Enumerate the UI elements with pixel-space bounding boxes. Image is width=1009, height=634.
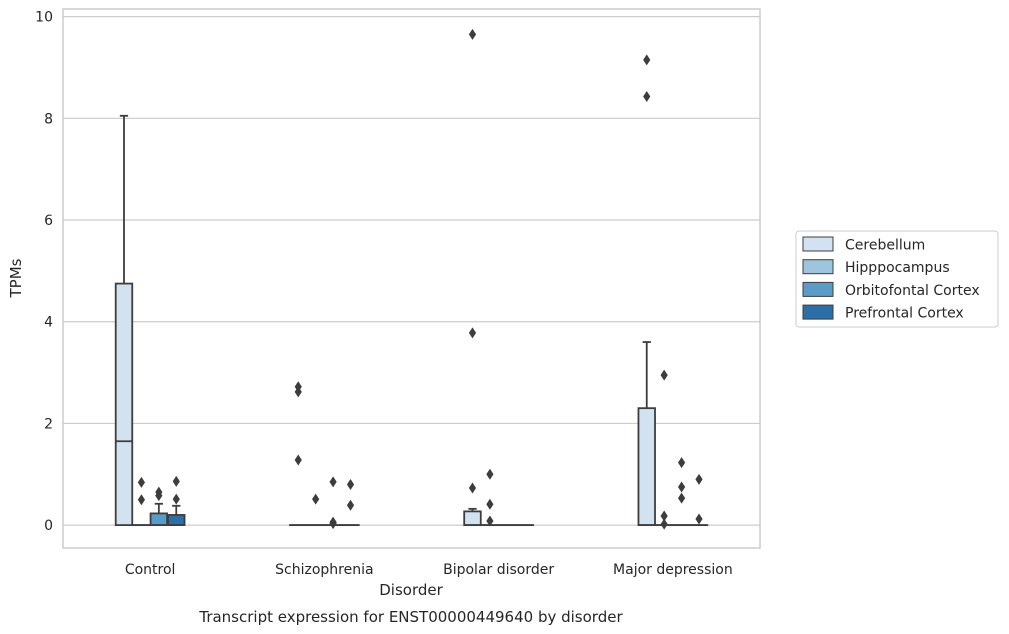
x-tick-label: Major depression — [613, 562, 733, 578]
y-tick-label: 0 — [44, 518, 53, 534]
chart-caption: Transcript expression for ENST0000044964… — [198, 608, 623, 626]
outlier-point — [643, 90, 651, 102]
box-cerebellum — [289, 381, 308, 527]
outlier-point — [155, 490, 163, 502]
legend-swatch — [802, 281, 834, 297]
outlier-point — [137, 494, 146, 506]
legend-swatch — [802, 236, 834, 252]
outlier-point — [695, 473, 703, 485]
y-tick-label: 8 — [44, 111, 53, 127]
box-orbitofontal-cortex — [323, 476, 343, 530]
legend-frame — [795, 230, 999, 328]
box-hipppocampus — [480, 468, 500, 527]
legend-label: Cerebellum — [845, 238, 925, 254]
outlier-point — [346, 499, 355, 511]
outlier-point — [172, 475, 180, 487]
y-tick-label: 2 — [44, 416, 53, 432]
outlier-point — [137, 476, 146, 488]
outlier-point — [660, 518, 668, 530]
chart-marks — [114, 28, 709, 530]
outlier-point — [486, 515, 494, 527]
legend-label: Hipppocampus — [845, 260, 950, 276]
box-cerebellum — [114, 114, 134, 527]
outlier-point — [486, 498, 494, 510]
outlier-point — [468, 482, 477, 494]
outlier-point — [695, 513, 703, 525]
legend-swatch — [802, 259, 834, 275]
box-orbitofontal-cortex — [149, 486, 169, 527]
outlier-point — [294, 454, 302, 466]
y-axis-ticks: 0 2 4 6 8 10 — [35, 10, 53, 534]
outlier-point — [677, 481, 686, 493]
legend-swatch — [802, 304, 834, 320]
y-tick-label: 6 — [44, 213, 53, 229]
outlier-point — [660, 510, 668, 522]
box-prefrontal-cortex — [341, 478, 360, 527]
outlier-point — [660, 369, 668, 381]
legend: Cerebellum Hipppocampus Orbitofontal Corte… — [795, 230, 999, 328]
outlier-point — [677, 492, 686, 504]
plot-frame — [62, 8, 761, 549]
box-cerebellum — [637, 54, 656, 527]
box-body — [149, 512, 169, 527]
x-tick-label: Schizophrenia — [275, 562, 373, 578]
box-body — [463, 510, 482, 527]
box-body — [167, 514, 186, 527]
outlier-point — [486, 468, 494, 480]
outlier-point — [312, 493, 320, 505]
x-axis-label: Disorder — [379, 581, 443, 599]
box-hipppocampus — [132, 476, 151, 527]
outlier-point — [329, 518, 337, 530]
legend-label: Orbitofontal Cortex — [845, 283, 980, 299]
outlier-point — [677, 457, 686, 469]
x-axis-ticks: Control Schizophrenia Bipolar disorder Majo… — [125, 562, 733, 578]
y-tick-label: 4 — [44, 315, 53, 331]
box-body — [637, 407, 656, 527]
x-tick-label: Bipolar disorder — [443, 562, 554, 578]
box-orbitofontal-cortex — [672, 457, 691, 527]
box-cerebellum — [463, 28, 482, 527]
y-axis-label: TPMs — [7, 258, 25, 298]
outlier-point — [329, 476, 337, 488]
box-hipppocampus — [306, 493, 325, 527]
outlier-point — [172, 493, 180, 505]
outlier-point — [643, 54, 651, 66]
x-tick-label: Control — [125, 562, 176, 578]
box-hipppocampus — [654, 369, 674, 530]
box-prefrontal-cortex — [689, 473, 709, 527]
y-tick-label: 10 — [35, 10, 53, 26]
legend-label: Prefrontal Cortex — [845, 306, 964, 322]
box-body — [114, 282, 134, 527]
outlier-point — [468, 28, 477, 40]
outlier-point — [346, 478, 355, 490]
box-prefrontal-cortex — [167, 475, 186, 527]
outlier-point — [468, 327, 477, 339]
outlier-point — [294, 381, 302, 393]
